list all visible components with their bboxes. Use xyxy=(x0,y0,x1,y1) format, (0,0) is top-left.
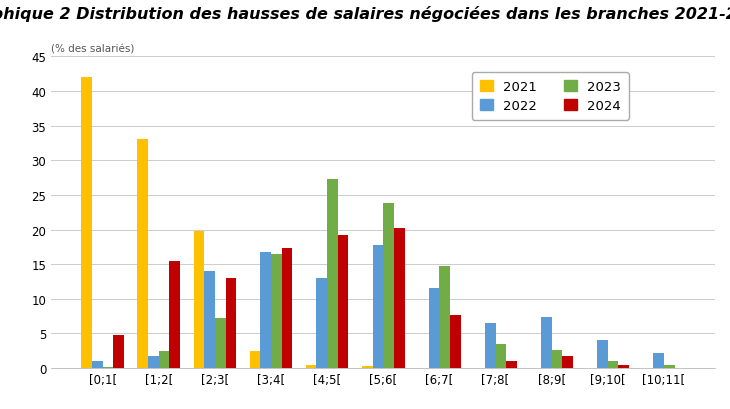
Bar xyxy=(562,356,573,368)
Bar xyxy=(306,365,317,368)
Bar xyxy=(653,354,664,368)
Bar xyxy=(608,361,618,368)
Bar xyxy=(439,267,450,368)
Bar xyxy=(193,231,204,368)
Text: (% des salariés): (% des salariés) xyxy=(51,44,134,54)
Bar xyxy=(429,289,439,368)
Bar xyxy=(148,356,158,368)
Bar xyxy=(81,78,92,368)
Bar xyxy=(317,278,327,368)
Bar xyxy=(552,350,562,368)
Legend: 2021, 2022, 2023, 2024: 2021, 2022, 2023, 2024 xyxy=(472,73,629,120)
Bar xyxy=(664,365,675,368)
Bar xyxy=(226,278,237,368)
Bar xyxy=(541,318,552,368)
Bar xyxy=(485,323,496,368)
Bar xyxy=(362,366,372,368)
Bar xyxy=(282,249,292,368)
Bar xyxy=(496,344,506,368)
Bar xyxy=(597,340,608,368)
Bar xyxy=(169,261,180,368)
Bar xyxy=(327,180,338,368)
Bar xyxy=(103,367,113,368)
Bar xyxy=(450,315,461,368)
Bar xyxy=(383,204,394,368)
Bar xyxy=(204,272,215,368)
Bar xyxy=(338,236,348,368)
Bar xyxy=(372,245,383,368)
Bar xyxy=(137,140,148,368)
Bar xyxy=(394,229,404,368)
Bar xyxy=(92,361,103,368)
Bar xyxy=(261,253,271,368)
Bar xyxy=(250,351,261,368)
Bar xyxy=(618,365,629,368)
Bar xyxy=(113,336,124,368)
Bar xyxy=(158,351,169,368)
Bar xyxy=(215,318,226,368)
Bar xyxy=(506,361,517,368)
Text: Graphique 2 Distribution des hausses de salaires négociées dans les branches 202: Graphique 2 Distribution des hausses de … xyxy=(0,6,730,22)
Bar xyxy=(271,254,282,368)
